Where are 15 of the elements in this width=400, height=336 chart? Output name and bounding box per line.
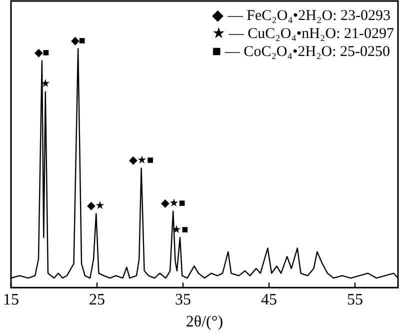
text: ◆ — FeC₂O₄•2H₂O: 23-0293 [212, 7, 392, 25]
x-tick-label: 15 [3, 291, 19, 308]
annotation: ■ — CoC₂O₄•2H₂O: 25-0250 [212, 43, 392, 61]
text: ★ — CuC₂O₄•nH₂O: 21-0297 [212, 25, 394, 43]
annotation: ◆★ [87, 200, 106, 212]
x-axis-title: 2θ/(°) [186, 314, 224, 331]
annotation: ◆■ [70, 35, 86, 48]
annotation: ◆★■ [128, 154, 154, 167]
x-tick-label: 25 [89, 291, 105, 308]
x-tick-label: 35 [175, 291, 191, 308]
annotation: ◆■ [34, 47, 50, 60]
x-tick-label: 55 [347, 291, 363, 308]
annotation: ◆★■ [160, 198, 186, 210]
annotation: ★ [40, 78, 50, 90]
x-tick-label: 45 [261, 291, 277, 308]
